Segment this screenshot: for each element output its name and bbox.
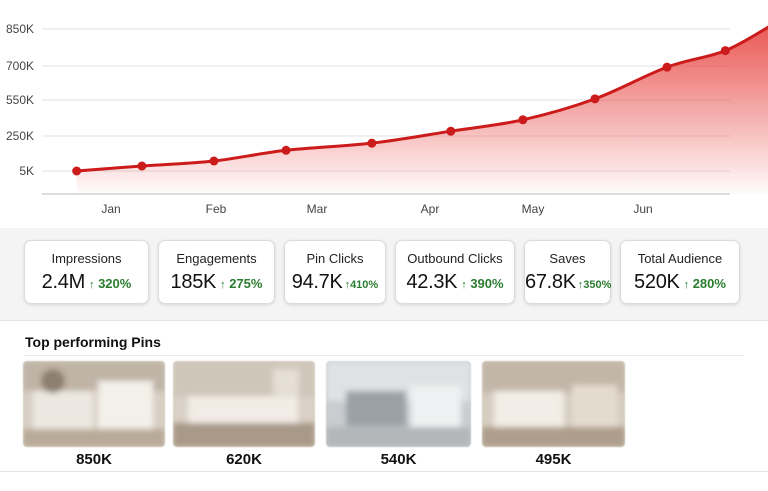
metric-value: 42.3K bbox=[406, 271, 458, 293]
metric-value: 2.4M bbox=[41, 271, 86, 293]
metric-change: 275% bbox=[229, 276, 263, 291]
x-tick-label: May bbox=[522, 202, 545, 216]
metric-label: Total Audience bbox=[637, 251, 723, 266]
section-title: Top performing Pins bbox=[25, 334, 161, 350]
data-point bbox=[137, 161, 147, 171]
data-point bbox=[446, 126, 456, 136]
metric-change: 350% bbox=[583, 279, 612, 291]
top-pins-panel: Top performing Pins 850K bbox=[0, 320, 768, 491]
data-point bbox=[720, 46, 730, 56]
metric-label: Saves bbox=[549, 251, 586, 266]
data-point bbox=[209, 156, 219, 166]
data-point bbox=[367, 138, 377, 148]
metric-card-pin-clicks[interactable]: Pin Clicks 94.7K ↑410% bbox=[284, 240, 386, 304]
metric-change: 320% bbox=[98, 276, 132, 291]
divider bbox=[24, 355, 744, 356]
arrow-up-icon: ↑ bbox=[683, 279, 690, 291]
x-tick-label: Jan bbox=[101, 202, 120, 216]
pin-impressions: 495K bbox=[535, 451, 572, 468]
metric-change: 390% bbox=[470, 276, 504, 291]
data-point bbox=[518, 115, 528, 125]
metrics-row: Impressions 2.4M ↑ 320% Engagements 185K ↑… bbox=[0, 228, 768, 320]
x-tick-label: Jun bbox=[633, 202, 652, 216]
arrow-up-icon: ↑ bbox=[577, 279, 584, 291]
data-point bbox=[281, 145, 291, 155]
metric-card-total-audience[interactable]: Total Audience 520K ↑ 280% bbox=[620, 240, 740, 304]
metric-card-engagements[interactable]: Engagements 185K ↑ 275% bbox=[158, 240, 275, 304]
data-point bbox=[72, 166, 82, 176]
arrow-up-icon: ↑ bbox=[344, 279, 351, 291]
metric-change: 280% bbox=[692, 276, 726, 291]
x-tick-label: Mar bbox=[307, 202, 328, 216]
data-point bbox=[590, 94, 600, 104]
pin-thumbnail[interactable] bbox=[173, 361, 315, 447]
metric-label: Outbound Clicks bbox=[407, 251, 503, 266]
audience-growth-chart: 850K 700K 550K 250K 5K Jan Feb Mar Apr May Jun bbox=[0, 0, 768, 229]
area-fill bbox=[76, 27, 768, 194]
pin-thumbnail[interactable] bbox=[482, 361, 625, 447]
divider bbox=[0, 471, 768, 472]
metric-change: 410% bbox=[350, 279, 379, 291]
pin-card[interactable]: 850K bbox=[23, 361, 165, 468]
pin-impressions: 850K bbox=[76, 451, 112, 468]
metric-value: 67.8K bbox=[525, 271, 576, 293]
arrow-up-icon: ↑ bbox=[461, 279, 467, 291]
y-tick-label: 850K bbox=[6, 22, 34, 36]
y-tick-label: 250K bbox=[6, 129, 34, 143]
metric-label: Pin Clicks bbox=[306, 251, 364, 266]
data-point bbox=[662, 62, 672, 72]
pin-card[interactable]: 540K bbox=[326, 361, 471, 468]
pin-thumbnail[interactable] bbox=[326, 361, 471, 447]
metric-label: Engagements bbox=[176, 251, 257, 266]
y-tick-label: 550K bbox=[6, 93, 34, 107]
arrow-up-icon: ↑ bbox=[88, 279, 95, 291]
metric-value: 520K bbox=[634, 271, 680, 293]
pin-card[interactable]: 495K bbox=[482, 361, 625, 468]
metric-label: Impressions bbox=[51, 251, 122, 266]
metric-card-outbound-clicks[interactable]: Outbound Clicks 42.3K ↑ 390% bbox=[395, 240, 515, 304]
metric-value: 94.7K bbox=[291, 271, 343, 293]
metric-card-saves[interactable]: Saves 67.8K ↑350% bbox=[524, 240, 611, 304]
chart-svg: 850K 700K 550K 250K 5K Jan Feb Mar Apr May Jun bbox=[6, 22, 768, 216]
pin-impressions: 540K bbox=[380, 451, 417, 468]
x-tick-label: Apr bbox=[421, 202, 440, 216]
y-tick-label: 700K bbox=[6, 59, 34, 73]
x-tick-label: Feb bbox=[206, 202, 227, 216]
arrow-up-icon: ↑ bbox=[220, 279, 226, 291]
metric-card-impressions[interactable]: Impressions 2.4M ↑ 320% bbox=[24, 240, 149, 304]
pin-impressions: 620K bbox=[226, 451, 262, 468]
pin-thumbnail[interactable] bbox=[23, 361, 165, 447]
y-tick-label: 5K bbox=[19, 164, 34, 178]
metric-value: 185K bbox=[170, 271, 217, 293]
pin-card[interactable]: 620K bbox=[173, 361, 315, 468]
